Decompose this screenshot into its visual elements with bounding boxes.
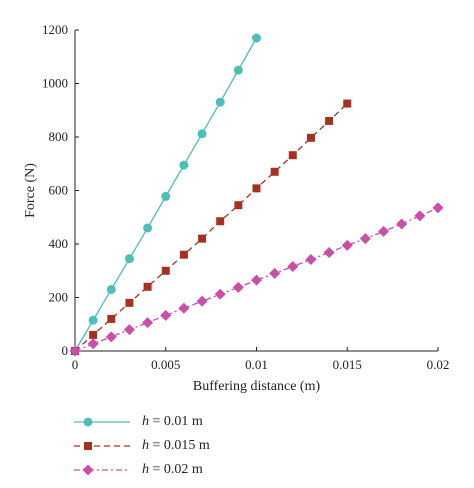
legend-label: h = 0.02 m [142,462,203,477]
data-point [359,233,371,245]
data-point [88,315,98,325]
data-point [89,330,98,339]
legend: h = 0.01 m h = 0.015 m h = 0.02 m [72,410,210,482]
data-point [396,218,408,230]
data-point [378,225,390,237]
series-line [74,103,348,352]
data-point [107,314,116,323]
data-point [252,33,261,43]
x-tick-label: 0.005 [151,357,180,372]
series-line [74,207,439,352]
series-3 [69,202,444,357]
y-tick-label: 0 [62,343,69,358]
legend-label: h = 0.01 m [142,414,203,429]
data-point [325,116,334,125]
data-point [161,266,170,275]
data-point [287,260,299,272]
data-point [214,288,226,300]
data-point [87,338,99,350]
y-tick-label: 600 [49,183,69,198]
series-1 [70,33,261,356]
data-point [160,309,172,321]
data-point [123,324,135,336]
data-point [179,250,188,259]
data-point [197,129,207,139]
legend-item: h = 0.01 m [72,410,210,434]
legend-item: h = 0.015 m [72,434,210,458]
data-point [196,295,208,307]
data-point [198,234,207,243]
y-tick-label: 1200 [42,22,68,37]
data-point [142,317,154,329]
y-axis-label: Force (N) [23,163,38,218]
force-distance-chart: 0 200 400 600 800 1000 1200 0 0.005 0.01 0.015 0.02… [23,22,449,394]
data-point [234,201,243,210]
legend-item: h = 0.02 m [72,458,210,482]
legend-swatch-series-2 [74,442,130,450]
x-tick-label: 0.015 [333,357,362,372]
data-point [432,202,444,214]
y-tick-label: 400 [49,236,69,251]
data-point [216,217,225,226]
data-point [143,282,152,291]
data-point [341,239,353,251]
data-point [215,97,225,107]
data-point [143,223,153,233]
y-tick-label: 200 [49,290,69,305]
legend-marker [83,417,93,427]
data-point [288,151,297,160]
data-point [106,284,116,294]
data-point [124,254,134,264]
series-2 [71,99,352,355]
legend-label: h = 0.015 m [142,438,210,453]
x-tick-label: 0.01 [245,357,268,372]
data-point [125,298,134,307]
data-point [233,65,243,75]
data-point [232,281,244,293]
legend-swatch-series-1 [74,417,130,427]
data-point [179,160,189,170]
data-point [251,274,262,286]
y-tick-label: 1000 [42,76,68,91]
data-point [178,302,190,314]
data-point [269,267,281,279]
x-axis-label: Buffering distance (m) [193,379,321,394]
data-point [306,133,315,142]
x-tick-label: 0 [72,357,79,372]
legend-marker [84,442,92,450]
series-layer [69,33,444,357]
y-tick-label: 800 [49,129,69,144]
data-point [305,254,317,266]
data-point [161,191,171,201]
data-point [252,184,261,193]
axes: 0 200 400 600 800 1000 1200 0 0.005 0.01 0.015 0.02 [42,22,449,372]
data-point [414,210,426,222]
data-point [343,99,352,108]
data-point [323,247,335,259]
x-tick-label: 0.02 [427,357,450,372]
legend-marker [82,464,94,476]
data-point [69,345,81,357]
legend-swatch-series-3 [74,464,130,476]
data-point [270,167,279,176]
data-point [105,331,117,343]
